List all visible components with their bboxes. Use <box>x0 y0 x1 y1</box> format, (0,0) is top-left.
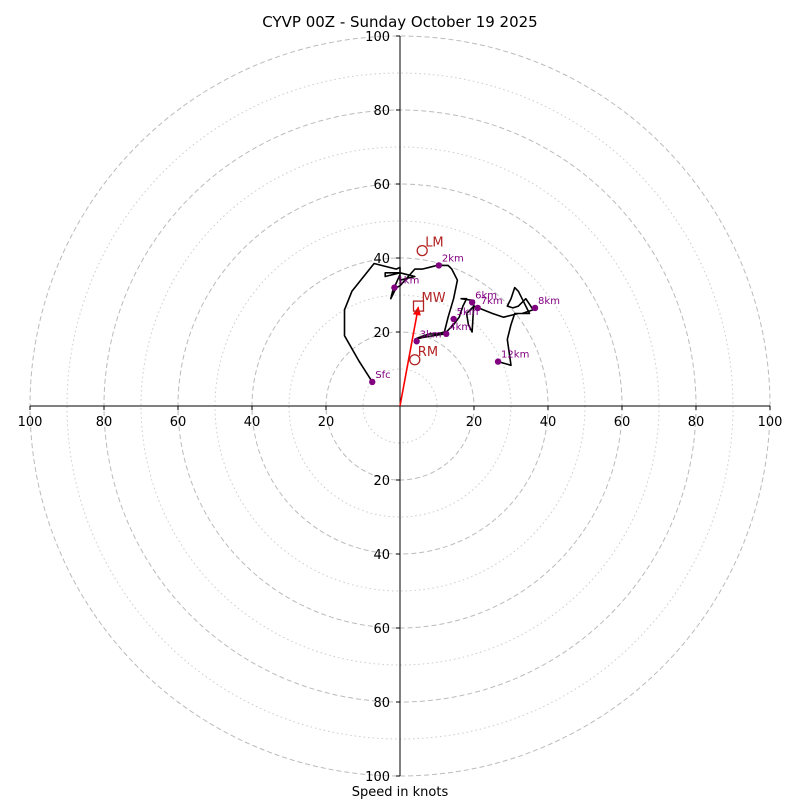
x-tick-label: 20 <box>466 415 483 430</box>
hodograph-trace-group <box>343 262 535 383</box>
y-tick-label: 60 <box>373 622 390 637</box>
x-tick-label: 100 <box>18 415 43 430</box>
y-tick-label: 100 <box>365 770 390 785</box>
x-tick-label: 80 <box>96 415 113 430</box>
storm-motion-vector <box>399 307 420 407</box>
height-marker-label: 8km <box>538 296 560 307</box>
y-tick-label: 100 <box>365 30 390 45</box>
storm-motion-label: LM <box>425 236 443 251</box>
height-marker-dot <box>468 299 476 306</box>
height-marker-dot <box>435 262 443 269</box>
storm-motion-label: MW <box>422 291 446 306</box>
y-tick-label: 60 <box>373 178 390 193</box>
height-marker-label: 3km <box>420 329 442 340</box>
height-marker-label: Sfc <box>375 370 390 381</box>
height-marker-label: 5km <box>457 307 479 318</box>
height-marker-dot <box>369 378 376 386</box>
x-tick-label: 40 <box>244 415 261 430</box>
y-tick-label: 40 <box>373 548 390 563</box>
chart-title: CYVP 00Z - Sunday October 19 2025 <box>262 13 537 31</box>
storm-motion-circle-marker <box>416 244 428 257</box>
storm-motion-label: RM <box>418 345 438 360</box>
storm-motion-markers: LM MW RM <box>409 236 446 366</box>
x-tick-label: 20 <box>318 415 335 430</box>
x-tick-label: 60 <box>614 415 631 430</box>
height-marker-label: 7km <box>481 296 503 307</box>
height-marker-dot <box>450 315 457 323</box>
hodograph-trace <box>343 262 535 383</box>
storm-motion-circle-marker <box>409 354 421 366</box>
mean-wind-marker <box>412 300 425 312</box>
x-tick-label: 60 <box>170 415 187 430</box>
height-marker-dot <box>443 330 450 338</box>
y-tick-label: 80 <box>373 104 390 119</box>
y-tick-label: 80 <box>373 696 390 711</box>
height-marker-dot <box>391 284 398 291</box>
y-tick-label: 20 <box>373 474 390 489</box>
height-marker-dot <box>413 338 420 345</box>
height-marker-dot <box>494 358 502 365</box>
x-tick-label: 40 <box>540 415 557 430</box>
height-marker-label: 1km <box>397 276 419 287</box>
x-tick-label: 80 <box>688 415 705 430</box>
height-marker-label: 12km <box>501 350 529 361</box>
height-marker-dot <box>531 304 539 312</box>
x-axis-label: Speed in knots <box>352 785 449 800</box>
height-marker-label: 6km <box>475 290 497 301</box>
y-tick-label: 20 <box>373 326 390 341</box>
x-tick-label: 100 <box>758 415 783 430</box>
y-tick-label: 40 <box>373 252 390 267</box>
tick-labels: 20 20 20 20 40 40 40 40 60 60 60 60 80 80 80 80 100 100 10… <box>18 30 783 785</box>
height-marker-label: 2km <box>442 253 464 264</box>
height-marker-label: 4km <box>449 322 471 333</box>
height-marker-dot <box>474 304 481 312</box>
